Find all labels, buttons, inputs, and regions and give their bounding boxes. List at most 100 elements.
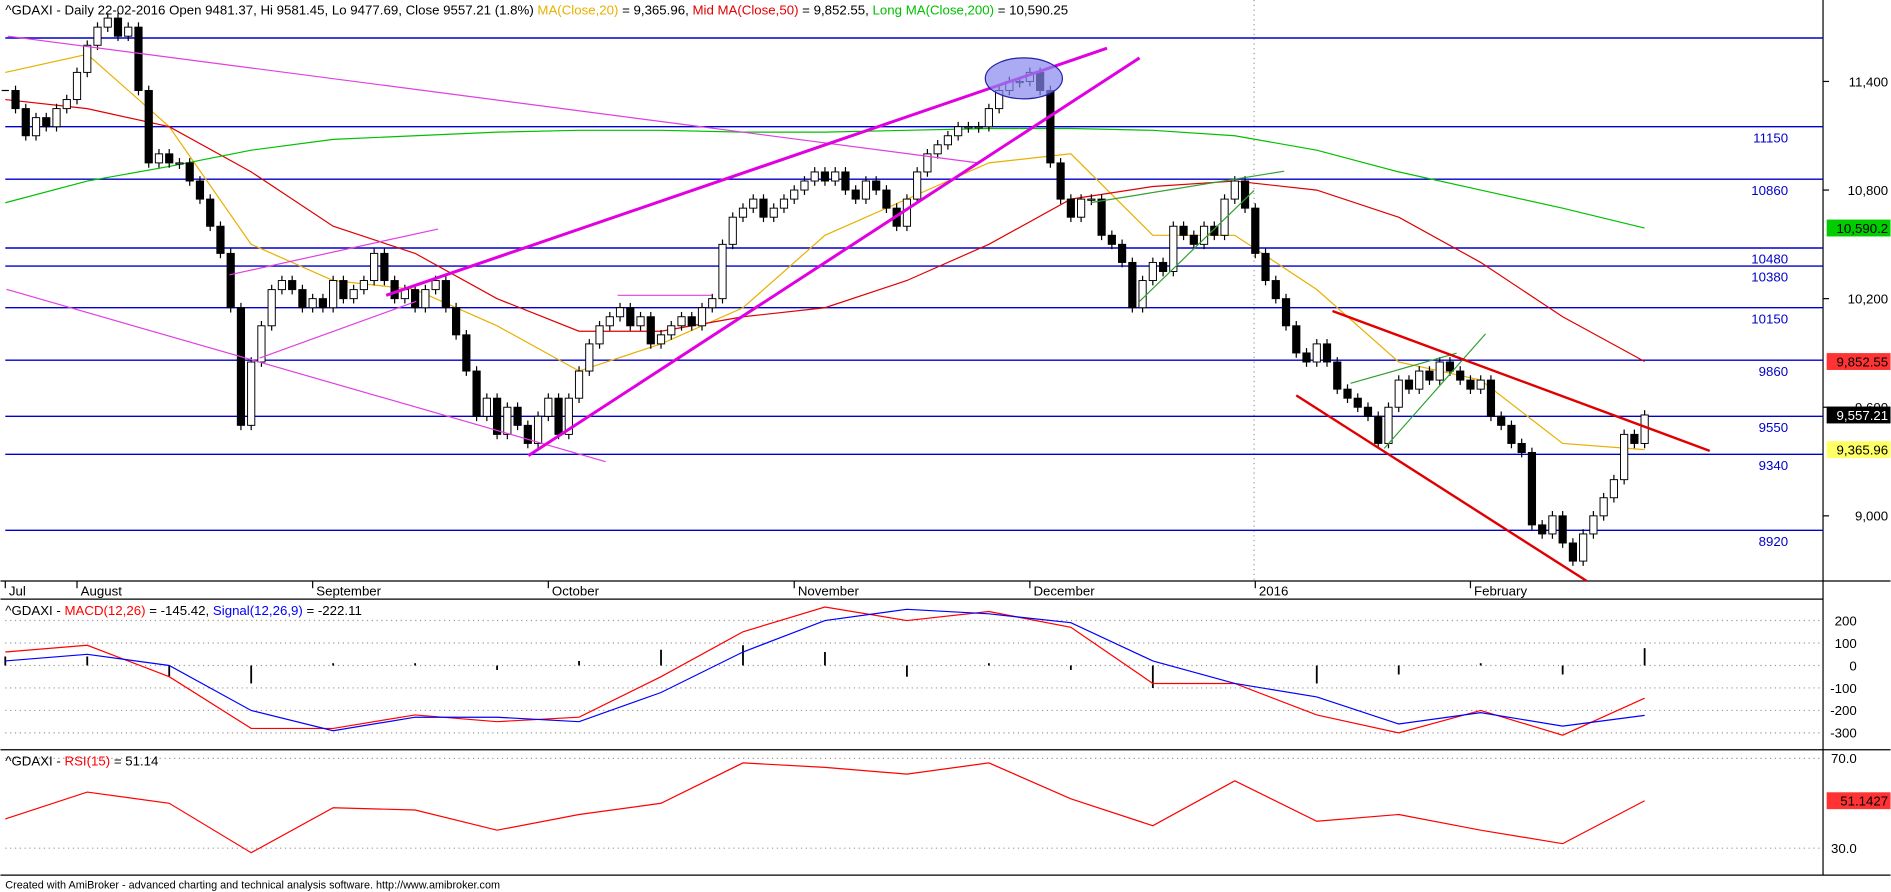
candle xyxy=(308,298,317,309)
candle xyxy=(1415,370,1424,390)
candle xyxy=(749,198,758,209)
value-tag-box xyxy=(1826,406,1891,424)
candle xyxy=(1148,261,1157,282)
trend-line xyxy=(229,228,439,276)
candle xyxy=(226,252,235,309)
candle xyxy=(329,280,338,309)
legend-name: Mid MA(Close,50) xyxy=(692,2,798,17)
candle xyxy=(31,117,41,137)
candle xyxy=(1599,497,1608,517)
y-tick-label: 0 xyxy=(1849,658,1856,673)
moving-average xyxy=(5,98,1645,363)
candle xyxy=(267,289,276,327)
candle xyxy=(93,26,102,46)
level-label: 10150 xyxy=(1751,311,1788,326)
candle xyxy=(667,325,676,336)
panel-header: ^GDAXI - Daily 22-02-2016 Open 9481.37, … xyxy=(5,2,1068,17)
value-tag-box xyxy=(1826,219,1891,237)
candle xyxy=(257,325,266,363)
candle xyxy=(1466,379,1475,390)
candle xyxy=(411,289,420,309)
trend-line xyxy=(1383,333,1486,449)
candle xyxy=(544,397,553,417)
candle xyxy=(1609,479,1618,499)
candle xyxy=(984,108,993,128)
candle xyxy=(1179,225,1188,236)
trend-line xyxy=(1091,170,1285,204)
value-tag: 9,557.21 xyxy=(1837,408,1889,423)
candle xyxy=(441,280,450,309)
candle xyxy=(1261,252,1270,282)
candle xyxy=(1107,234,1116,245)
candle xyxy=(1056,162,1065,200)
candle xyxy=(21,108,30,137)
candle xyxy=(636,316,645,327)
value-tag: 9,852.55 xyxy=(1837,354,1889,369)
candle xyxy=(165,153,174,164)
candle xyxy=(1353,397,1362,408)
candle xyxy=(1579,533,1588,562)
legend-value: = 9,852.55, xyxy=(799,2,873,17)
candle xyxy=(247,361,256,426)
candle xyxy=(62,99,71,110)
candle xyxy=(1158,261,1168,272)
trend-line xyxy=(1332,309,1711,452)
level-label: 11150 xyxy=(1753,130,1788,145)
candle xyxy=(595,325,604,345)
header-title: ^GDAXI - xyxy=(5,753,64,768)
y-tick-label: 70.0 xyxy=(1831,751,1857,766)
candle xyxy=(861,180,871,200)
candle xyxy=(913,171,922,200)
candle xyxy=(718,243,727,300)
candle xyxy=(1384,406,1393,444)
candle xyxy=(52,108,61,128)
legend-name: Long MA(Close,200) xyxy=(873,2,995,17)
candle xyxy=(1210,225,1219,236)
month-label: February xyxy=(1474,583,1527,598)
candle xyxy=(1620,433,1629,481)
legend-name: MA(Close,20) xyxy=(537,2,618,17)
trend-line xyxy=(1139,190,1255,302)
trend-line xyxy=(385,46,1108,297)
candle xyxy=(728,216,737,245)
y-tick-label: -100 xyxy=(1830,681,1857,696)
candle xyxy=(195,180,205,200)
month-label: September xyxy=(316,583,381,598)
candle xyxy=(277,280,287,291)
candle xyxy=(943,135,953,146)
moving-average xyxy=(5,127,1645,229)
candle xyxy=(841,171,850,191)
trend-line xyxy=(1295,394,1588,583)
candle xyxy=(769,207,778,218)
candle xyxy=(1169,225,1178,272)
candle xyxy=(564,397,573,435)
candle xyxy=(851,189,860,200)
candle xyxy=(421,289,430,309)
candle xyxy=(831,171,840,182)
candle xyxy=(339,280,348,300)
candle xyxy=(1445,361,1455,372)
candle xyxy=(1343,388,1352,399)
level-label: 8920 xyxy=(1759,534,1788,549)
candle xyxy=(380,252,389,282)
footer: Created with AmiBroker - advanced charti… xyxy=(5,879,500,891)
candle xyxy=(1630,433,1639,444)
candle xyxy=(1322,343,1332,363)
candle xyxy=(1230,180,1239,200)
candle xyxy=(1087,198,1096,201)
value-tag: 9,365.96 xyxy=(1837,442,1889,457)
y-tick-label: 10,800 xyxy=(1848,183,1889,198)
candle xyxy=(933,144,942,155)
candle xyxy=(1527,452,1537,526)
candle xyxy=(1558,515,1567,544)
candle xyxy=(452,307,461,336)
candle xyxy=(738,207,748,218)
header-title: ^GDAXI - xyxy=(5,603,64,618)
candle xyxy=(1394,379,1403,408)
month-label: August xyxy=(81,583,123,598)
candle xyxy=(11,90,20,110)
legend-value: = 9,365.96, xyxy=(618,2,692,17)
y-tick-label: 10,200 xyxy=(1848,291,1889,306)
